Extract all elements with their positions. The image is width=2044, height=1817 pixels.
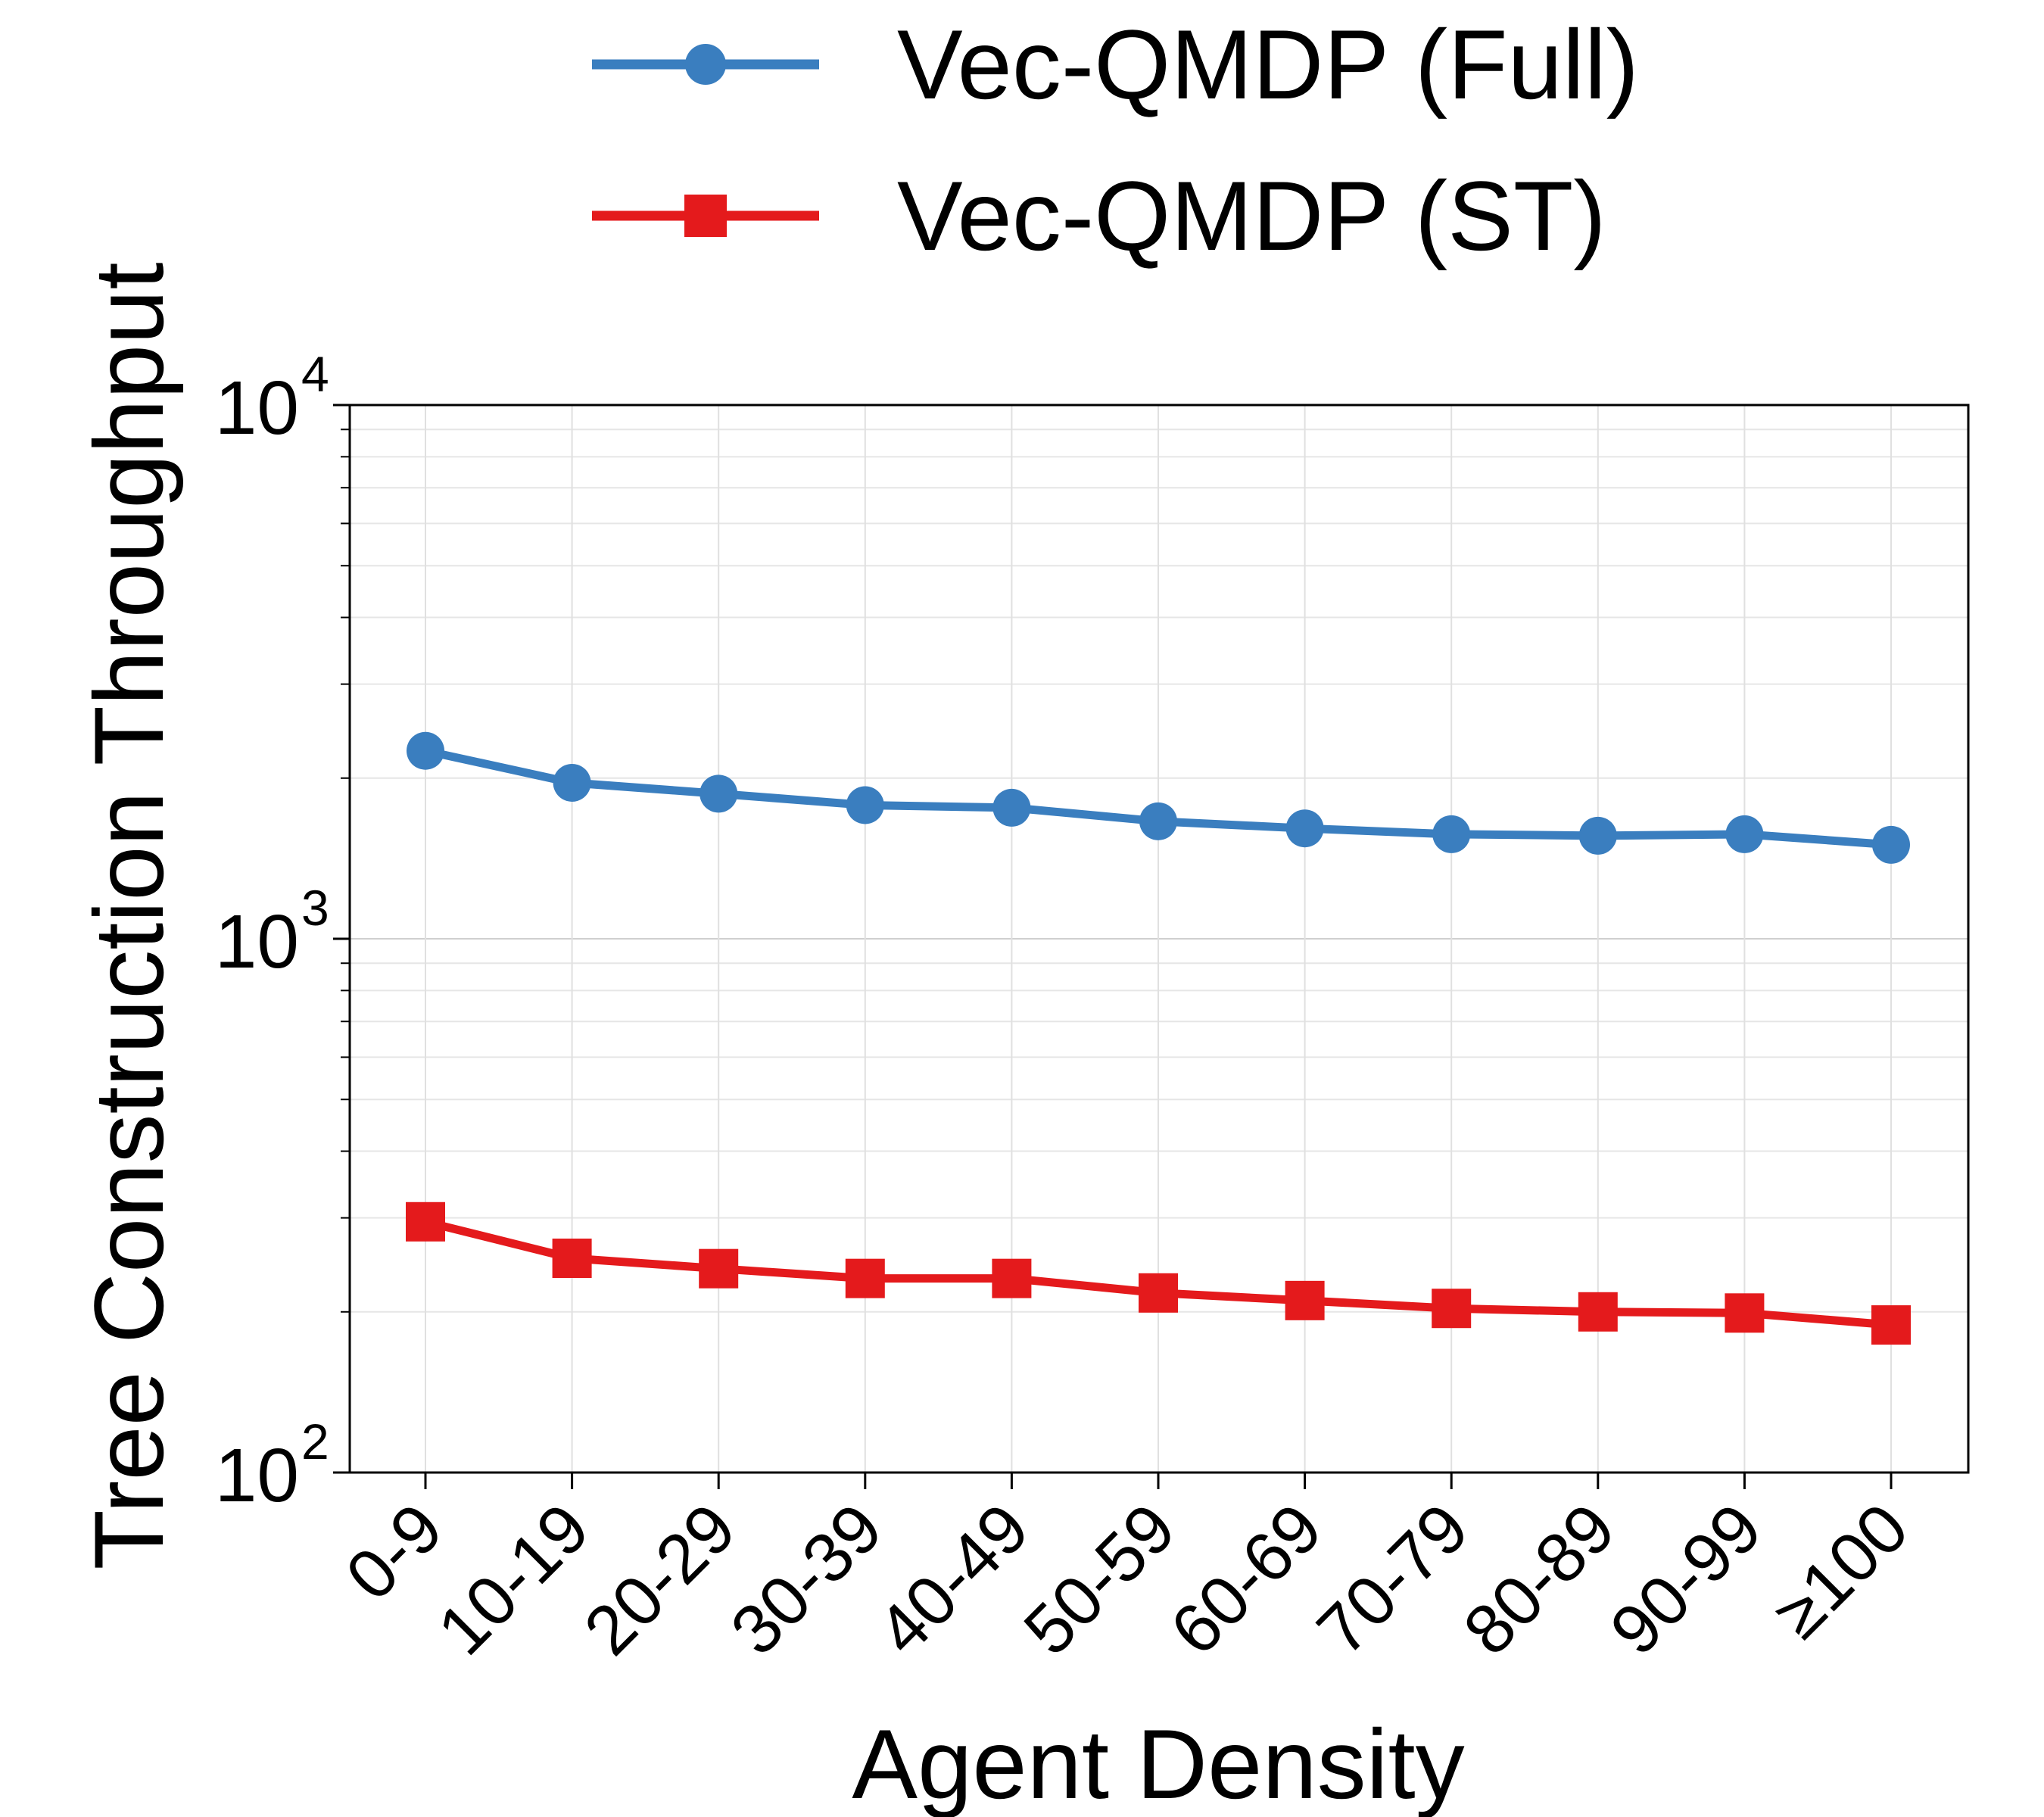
data-point — [406, 1201, 445, 1242]
data-point — [700, 774, 738, 813]
data-point — [1725, 815, 1764, 853]
y-tick-label: 10 — [215, 1433, 299, 1518]
x-tick-label: 60-69 — [1156, 1489, 1337, 1670]
x-tick-label: 80-89 — [1449, 1489, 1630, 1670]
y-tick-exponent: 4 — [301, 346, 329, 402]
legend-marker — [684, 195, 727, 237]
y-tick-label: 10 — [215, 366, 299, 450]
legend-item: Vec-QMDP (Full) — [592, 9, 1639, 120]
x-tick-label: 50-59 — [1010, 1489, 1191, 1670]
data-point — [699, 1248, 739, 1289]
legend-label: Vec-QMDP (Full) — [897, 9, 1639, 120]
x-tick-label: 40-49 — [863, 1489, 1044, 1670]
y-tick-base: 10 — [215, 1433, 299, 1518]
data-point — [407, 731, 444, 770]
y-tick-exponent: 2 — [301, 1413, 329, 1469]
y-tick-exponent: 3 — [301, 880, 329, 936]
legend: Vec-QMDP (Full) Vec-QMDP (ST) — [592, 9, 1639, 271]
x-tick-label: 70-79 — [1303, 1489, 1484, 1670]
y-tick-label: 10 — [215, 899, 299, 984]
data-point — [553, 763, 591, 802]
data-point — [552, 1239, 592, 1279]
series-st — [406, 1201, 1911, 1345]
data-point — [846, 786, 884, 824]
data-point — [1139, 802, 1177, 840]
series-full — [407, 731, 1910, 864]
data-point — [1872, 825, 1910, 864]
x-tick-label: 0-9 — [332, 1489, 457, 1615]
data-point — [845, 1258, 885, 1298]
series-layer — [406, 731, 1911, 1345]
data-point — [1285, 809, 1324, 848]
data-point — [1871, 1305, 1911, 1345]
data-point — [992, 788, 1031, 827]
data-point — [1432, 1289, 1472, 1329]
x-axis-label: Agent Density — [852, 1709, 1464, 1817]
legend-label: Vec-QMDP (ST) — [897, 161, 1606, 271]
x-tick-label: 20-29 — [570, 1489, 751, 1670]
legend-marker — [685, 44, 726, 85]
data-point — [1139, 1273, 1178, 1313]
legend-item: Vec-QMDP (ST) — [592, 161, 1606, 271]
data-point — [992, 1258, 1032, 1298]
y-tick-base: 10 — [215, 366, 299, 450]
y-tick-base: 10 — [215, 899, 299, 984]
x-tick-label: ≥100 — [1759, 1489, 1923, 1653]
x-tick-label: 90-99 — [1596, 1489, 1777, 1670]
data-point — [1578, 816, 1617, 855]
data-point — [1285, 1280, 1325, 1320]
y-axis-label: Tree Construction Throughput — [73, 262, 184, 1569]
x-tick-label: 30-39 — [716, 1489, 897, 1670]
x-tick-label: 10-19 — [423, 1489, 604, 1670]
data-point — [1725, 1293, 1765, 1333]
data-point — [1578, 1292, 1618, 1332]
data-point — [1432, 815, 1471, 853]
